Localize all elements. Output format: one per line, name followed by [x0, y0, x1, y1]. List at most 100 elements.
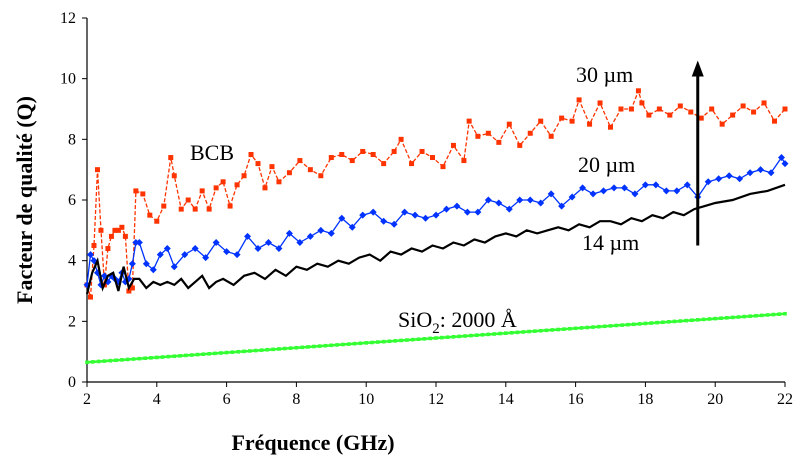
- series-4-marker: [294, 345, 299, 350]
- series-4-marker: [736, 315, 741, 319]
- series-4-marker: [335, 343, 339, 347]
- series-4-marker: [323, 343, 328, 348]
- series-4-marker: [759, 313, 764, 318]
- series-2-point: [390, 220, 398, 228]
- series-2-point: [359, 211, 367, 219]
- series-4-marker: [329, 343, 334, 348]
- series-1-point: [119, 224, 125, 230]
- series-2-point: [212, 238, 220, 246]
- series-1-point: [276, 179, 282, 185]
- series-2-point: [306, 232, 314, 240]
- series-1-point: [538, 118, 544, 124]
- series-1-point: [608, 124, 613, 130]
- series-1-point: [730, 112, 736, 118]
- annotation-30um: 30 µm: [576, 62, 633, 87]
- series-1-point: [496, 139, 502, 145]
- series-1-point: [628, 106, 634, 112]
- series-4-marker: [463, 334, 467, 338]
- series-2-point: [86, 251, 94, 259]
- series-4-marker: [556, 327, 560, 332]
- series-4-marker: [631, 322, 636, 327]
- series-1-point: [506, 121, 512, 127]
- series-4-marker: [614, 323, 619, 328]
- series-1-line: [86, 88, 786, 298]
- series-1-point: [597, 100, 603, 106]
- series-1-point: [751, 109, 757, 115]
- series-1-point: [527, 130, 533, 136]
- series-1-point: [108, 233, 114, 239]
- series-1-point: [360, 148, 366, 154]
- series-4-marker: [312, 344, 316, 349]
- series-1-point: [255, 161, 261, 167]
- series-2-point: [558, 202, 566, 210]
- series-1-point: [206, 206, 212, 212]
- series-1-point: [286, 170, 292, 176]
- series-1-point: [171, 173, 177, 179]
- series-4-marker: [399, 338, 403, 343]
- series-2-point: [285, 229, 293, 237]
- series-4-marker: [317, 344, 322, 348]
- series-1-point: [391, 148, 397, 154]
- series-4-marker: [143, 356, 147, 361]
- series-2-point: [181, 251, 189, 259]
- series-2-point: [662, 187, 670, 195]
- series-2-point: [495, 199, 503, 207]
- series-1-point: [227, 203, 233, 209]
- series-2-point: [463, 208, 471, 216]
- series-1-point: [782, 106, 788, 112]
- series-4-marker: [259, 348, 264, 352]
- series-2: [83, 154, 789, 289]
- series-1-point: [772, 118, 778, 124]
- series-1-point: [419, 148, 425, 154]
- series-1-point: [349, 158, 355, 164]
- series-4-marker: [765, 313, 770, 317]
- series-1-point: [262, 185, 268, 191]
- series-1-point: [87, 294, 93, 300]
- y-tick-label: 2: [68, 313, 76, 330]
- series-1-point: [475, 133, 481, 139]
- series-4-marker: [527, 329, 531, 334]
- series-1-point: [297, 158, 303, 164]
- series-1-point: [269, 164, 275, 170]
- series-2-point: [264, 238, 272, 246]
- series-1-point: [213, 185, 219, 191]
- series-2-point: [202, 254, 210, 262]
- series-4-marker: [410, 337, 415, 342]
- series-4-marker: [166, 354, 171, 359]
- series-2-point: [348, 223, 356, 231]
- series-4-marker: [201, 352, 206, 356]
- x-tick-label: 14: [498, 391, 514, 408]
- series-4-marker: [236, 349, 241, 354]
- series-1-point: [398, 136, 404, 142]
- series-1-point: [161, 203, 167, 209]
- y-ticks: 0 2 4 6 8 10 12: [60, 10, 87, 391]
- series-4-marker: [341, 342, 345, 347]
- series-4-marker: [538, 328, 543, 333]
- series-4-marker: [125, 357, 130, 362]
- series-4-marker: [445, 335, 450, 340]
- series-4-marker: [137, 356, 142, 361]
- series-2-point: [442, 205, 450, 213]
- series-4-marker: [108, 358, 113, 363]
- series-1-point: [698, 115, 704, 121]
- series-4-marker: [91, 360, 95, 364]
- series-2-point: [516, 196, 524, 204]
- series-4-marker: [707, 317, 712, 321]
- series-4-marker: [195, 352, 200, 357]
- series-1-point: [430, 155, 436, 161]
- series-2-point: [673, 187, 681, 195]
- series-4-marker: [457, 334, 462, 339]
- series-4-marker: [422, 337, 427, 341]
- series-1-point: [126, 288, 132, 294]
- series-4-marker: [393, 339, 398, 343]
- series-4-marker: [184, 353, 188, 358]
- series-1: [84, 88, 788, 300]
- series-1-point: [761, 100, 767, 106]
- series-4-marker: [189, 353, 194, 357]
- series-4-marker: [213, 351, 217, 356]
- series-2-point: [275, 245, 283, 253]
- series-2-point: [453, 202, 461, 210]
- series-1-point: [656, 106, 662, 112]
- series-2-point: [683, 181, 691, 189]
- series-4-marker: [690, 318, 694, 323]
